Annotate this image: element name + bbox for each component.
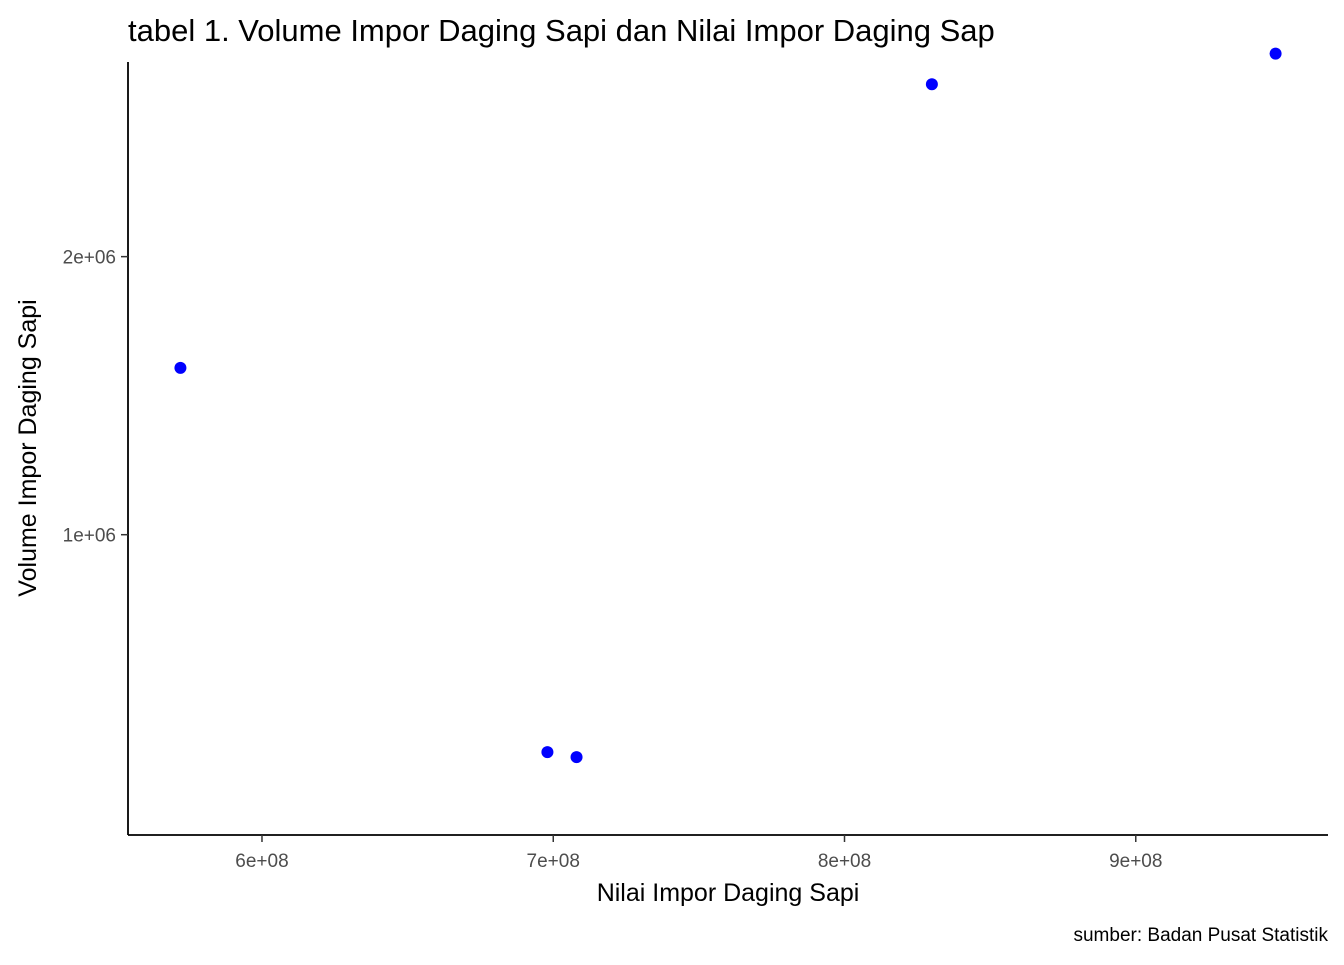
x-axis-title: Nilai Impor Daging Sapi <box>597 879 860 907</box>
chart-title: tabel 1. Volume Impor Daging Sapi dan Ni… <box>128 13 995 48</box>
data-point-2 <box>541 746 554 759</box>
y-tick-label: 1e+06 <box>63 526 116 547</box>
y-axis-title: Volume Impor Daging Sapi <box>14 299 42 596</box>
plot-area <box>174 47 1282 764</box>
source-caption: sumber: Badan Pusat Statistik <box>1073 925 1328 946</box>
data-point-5 <box>1269 47 1282 60</box>
data-point-3 <box>570 751 583 764</box>
x-tick-label: 6e+08 <box>235 851 288 872</box>
x-tick-label: 7e+08 <box>527 851 580 872</box>
x-tick-label: 9e+08 <box>1109 851 1162 872</box>
data-point-1 <box>174 361 187 374</box>
x-tick-label: 8e+08 <box>818 851 871 872</box>
y-tick-label: 2e+06 <box>63 248 116 269</box>
data-point-4 <box>925 78 938 91</box>
x-axis-ticks: 6e+08 7e+08 8e+08 9e+08 <box>235 835 1162 872</box>
y-axis-ticks: 1e+06 2e+06 <box>63 248 128 547</box>
